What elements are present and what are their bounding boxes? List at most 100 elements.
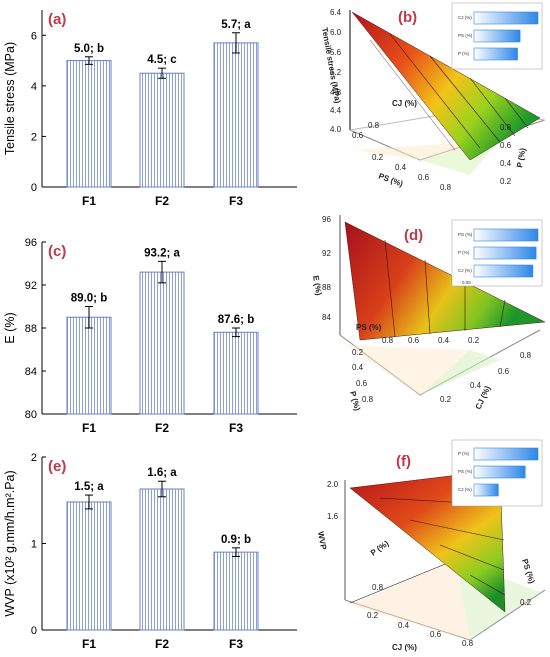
ps-tick-b: 0.8 xyxy=(440,183,452,192)
response-surface-b xyxy=(351,11,541,161)
cj-tick-f: 0.2 xyxy=(367,611,379,620)
bar-chart-wvp: 0 1 2 1.5; a F1 1.6; a F2 0.9; b F3 WVP (x10² g.m… xyxy=(3,452,297,651)
contour-d xyxy=(420,350,500,395)
z-axis-label-d: E (%) xyxy=(311,275,323,297)
legend-label: CJ (%) xyxy=(458,15,472,20)
z-axis-label-f: WVP xyxy=(316,531,328,551)
legend-bar xyxy=(473,47,518,61)
ps-tick-d: 0.6 xyxy=(408,336,420,345)
value-label: 1.5; a xyxy=(74,481,104,493)
bar-F2 xyxy=(139,488,185,631)
category-label: F2 xyxy=(155,637,169,651)
category-label: F3 xyxy=(229,637,243,651)
value-label: 5.0; b xyxy=(74,43,104,55)
panel-label-f: (f) xyxy=(396,453,411,470)
p-axis-label-b: P (%) xyxy=(515,147,527,168)
mesh-line-d xyxy=(424,259,431,335)
cj-tick-d: 0.6 xyxy=(498,367,510,376)
cj-axis-label-f: CJ (%) xyxy=(392,643,417,652)
value-label: 93.2; a xyxy=(144,247,180,259)
category-label: F1 xyxy=(82,637,96,651)
value-label: 4.5; c xyxy=(147,54,177,66)
bar-F1 xyxy=(66,501,112,631)
z-tick-b: 4.8 xyxy=(330,88,342,97)
p-tick-b: 0.2 xyxy=(500,177,512,186)
z-tick-b: 4.0 xyxy=(330,125,342,134)
ps-tick-b: 0.2 xyxy=(372,153,384,162)
cj-tick-d: 0.2 xyxy=(440,395,452,404)
z-tick-d: 84 xyxy=(322,313,331,322)
mesh-line-f xyxy=(409,519,505,541)
p-tick-b: 0.6 xyxy=(500,141,512,150)
cj-tick-f: 0.8 xyxy=(462,639,474,648)
legend-label: PS (%) xyxy=(458,469,473,474)
z-tick-f: 1.6 xyxy=(327,512,339,521)
category-label: F3 xyxy=(229,194,243,208)
panel-label: (e) xyxy=(48,458,66,475)
bar-F2 xyxy=(139,271,185,415)
cj-axis-label-b: CJ (%) xyxy=(392,99,417,108)
panel-label-d: (d) xyxy=(404,227,423,244)
y-tick-label: 2 xyxy=(31,452,37,464)
surface-plot-f: 2.0 1.6 WVP P (%) PS (%) CJ (%) 0.8 0.2 … xyxy=(316,439,546,652)
category-label: F1 xyxy=(82,421,96,435)
value-label: 5.7; a xyxy=(221,19,251,31)
legend-label: P (%) xyxy=(458,250,470,255)
y-axis-label: Tensile stress (MPa) xyxy=(3,42,17,155)
mesh-line-f xyxy=(469,574,506,596)
mesh-line-b xyxy=(429,55,501,143)
bar-F1 xyxy=(66,60,112,188)
contour-f xyxy=(350,560,470,640)
mesh-line-b xyxy=(469,77,516,137)
legend-tick-d: 0.05 xyxy=(462,280,471,285)
p-axis-label-f: P (%) xyxy=(369,539,391,558)
y-axis-label: E (%) xyxy=(3,312,17,343)
bar-F3 xyxy=(213,42,259,188)
y-tick-label: 1 xyxy=(31,539,37,551)
z-tick-b: 5.6 xyxy=(330,48,342,57)
p-tick-d: 0.2 xyxy=(352,348,364,357)
ps-axis-label-b: PS (%) xyxy=(377,171,404,188)
cj-tick-f: 0.4 xyxy=(398,621,410,630)
y-tick-label: 88 xyxy=(25,323,37,335)
z-tick-b: 5.2 xyxy=(330,68,342,77)
surface-plot-b: 6.4 6.0 5.6 5.2 4.8 4.4 4.0 Tensile stre… xyxy=(320,2,546,192)
panel-label: (c) xyxy=(48,243,66,260)
mesh-line-b xyxy=(389,33,481,149)
ps-axis-label-d: PS (%) xyxy=(356,323,382,332)
ps-tick-d: 0.8 xyxy=(382,336,394,345)
legend-label: PS (%) xyxy=(458,232,473,237)
y-tick-label: 92 xyxy=(25,280,37,292)
z-tick-f: 2.0 xyxy=(327,480,339,489)
mesh-line-f xyxy=(439,544,505,571)
legend-label: CJ (%) xyxy=(458,487,472,492)
surface-plot-d: 96 92 88 84 E (%) PS (%) P (%) CJ (%) 0.… xyxy=(311,215,546,412)
p-tick-d: 0.4 xyxy=(352,363,364,372)
legend-bar xyxy=(473,11,539,25)
p-tick-d: 0.8 xyxy=(362,395,374,404)
z-tick-b: 6.0 xyxy=(330,28,342,37)
z-tick-d: 96 xyxy=(322,215,331,224)
bar-chart-elongation: 80 84 88 92 96 89.0; b F1 93.2; a F2 87.6; b F3 E (… xyxy=(3,237,297,435)
z-tick-d: 92 xyxy=(322,249,331,258)
y-tick-label: 6 xyxy=(31,30,37,42)
grid-line-f xyxy=(469,589,546,641)
mesh-line-b xyxy=(504,97,529,129)
category-label: F1 xyxy=(82,194,96,208)
bar-F2 xyxy=(139,72,185,188)
bar-chart-tensile-stress: 0 2 4 6 5.0; b F1 4.5; c F2 5.7; a F3 Tensile stre… xyxy=(3,10,297,208)
y-tick-label: 80 xyxy=(25,409,37,421)
ps-tick-b: 0.4 xyxy=(395,163,407,172)
legend-bar xyxy=(473,465,526,479)
panel-label: (a) xyxy=(48,11,66,28)
p-tick-b: 0.8 xyxy=(500,123,512,132)
legend-bar xyxy=(473,29,521,43)
legend-bar xyxy=(473,264,534,278)
cj-tick-d: 0.8 xyxy=(520,351,532,360)
cj-tick-d: 0.4 xyxy=(470,381,482,390)
bar-F1 xyxy=(66,316,112,415)
category-label: F2 xyxy=(155,421,169,435)
value-label: 0.9; b xyxy=(221,534,251,546)
y-tick-label: 4 xyxy=(31,81,37,93)
